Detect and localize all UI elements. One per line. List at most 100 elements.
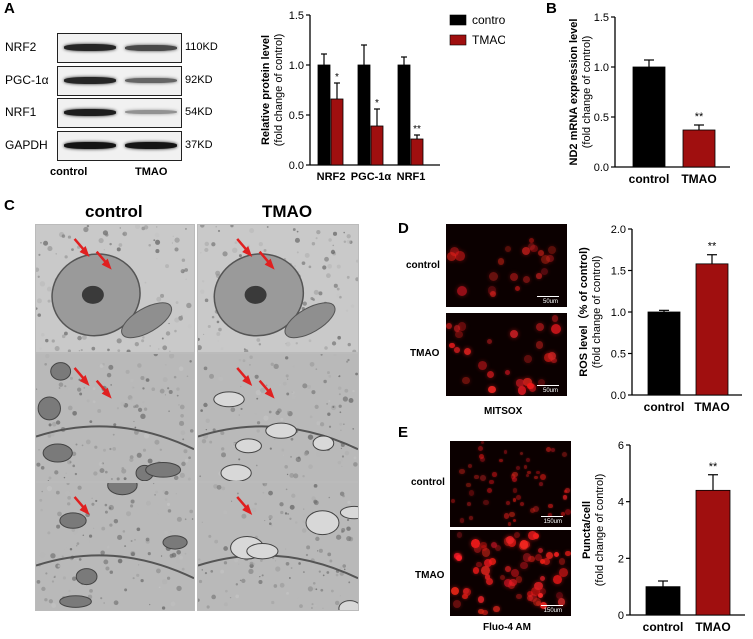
- cell-spot: [553, 551, 560, 558]
- cell-spot: [459, 468, 465, 475]
- cell-spot: [520, 561, 528, 570]
- cell-spot: [537, 547, 544, 554]
- y-tick-label: 0.0: [611, 390, 626, 402]
- cell-spot: [552, 315, 559, 322]
- cell-spot: [528, 555, 536, 563]
- cell-spot: [505, 369, 511, 375]
- cell-spot: [479, 457, 485, 463]
- y-tick-label: 2: [618, 553, 624, 565]
- cell-spot: [545, 446, 552, 453]
- kd-label-1: 92KD: [185, 74, 213, 86]
- cell-spot: [489, 479, 494, 485]
- cell-spot: [505, 536, 514, 545]
- cell-spot: [493, 605, 500, 613]
- cell-spot: [455, 250, 465, 261]
- bar-control: [647, 311, 681, 396]
- cell-spot: [528, 243, 536, 251]
- cell-spot: [530, 245, 538, 253]
- scale-bar: [537, 385, 559, 386]
- kd-label-2: 54KD: [185, 106, 213, 118]
- cell-spot: [488, 386, 496, 394]
- scale-bar: [537, 296, 559, 297]
- cell-spot: [528, 384, 537, 393]
- bar-control-1: [357, 64, 371, 166]
- y-axis-label-2: (fold change of control): [594, 474, 606, 587]
- blot-band-tmao-2: [125, 110, 177, 114]
- cell-spot: [542, 557, 551, 566]
- cell-spot: [462, 593, 469, 600]
- sig-marker: **: [708, 241, 717, 253]
- legend-swatch-tmao: [449, 34, 467, 46]
- cell-spot: [477, 596, 485, 603]
- kd-label-0: 110KD: [185, 41, 218, 53]
- cell-spot: [559, 568, 569, 578]
- cell-spot: [453, 599, 462, 608]
- cell-spot: [557, 598, 566, 606]
- bar-tmao: [682, 129, 716, 168]
- cell-spot: [512, 477, 517, 482]
- blot-strip-1: [57, 66, 182, 96]
- cell-spot: [537, 592, 544, 599]
- cell-spot: [483, 499, 489, 506]
- cell-spot: [462, 376, 470, 385]
- cell-spot: [505, 501, 510, 506]
- cell-spot: [478, 453, 484, 459]
- panel-letter-a: A: [4, 0, 15, 17]
- x-tick-label: NRF2: [317, 171, 346, 183]
- cell-spot: [484, 573, 491, 580]
- blot-strip-0: [57, 33, 182, 63]
- cell-spot: [499, 575, 505, 581]
- y-tick-label: 1.5: [611, 266, 626, 278]
- bar-tmao: [695, 263, 729, 396]
- legend-label-tmao: TMAO: [472, 33, 505, 47]
- cell-spot: [521, 246, 530, 255]
- bar-tmao-2: [410, 138, 424, 166]
- lane-label-control: control: [50, 166, 88, 178]
- cell-spot: [492, 472, 497, 477]
- y-axis-label: ROS level（% of control): [577, 247, 590, 377]
- cell-spot: [486, 577, 494, 585]
- cell-spot: [450, 247, 460, 257]
- cell-spot: [509, 511, 515, 518]
- cell-spot: [533, 598, 541, 606]
- cell-spot: [474, 475, 479, 480]
- y-tick-label: 2.0: [611, 224, 626, 236]
- col-label-control: control: [85, 202, 143, 221]
- tem-image-r1-tmao: [197, 353, 359, 482]
- cell-spot: [481, 548, 491, 557]
- cell-spot: [460, 518, 465, 523]
- cell-spot: [523, 355, 532, 364]
- cell-spot: [513, 532, 520, 539]
- mitosox-control-image: 50um: [446, 224, 567, 307]
- cell-spot: [515, 576, 523, 583]
- cell-spot: [497, 258, 505, 265]
- cell-spot: [468, 490, 475, 496]
- cell-spot: [453, 325, 461, 332]
- blot-band-control-2: [64, 109, 116, 116]
- x-tick-label: NRF1: [397, 171, 426, 183]
- cell-spot: [551, 324, 562, 335]
- sig-marker: **: [695, 111, 704, 123]
- y-tick-label: 1.5: [289, 10, 304, 22]
- cell-spot: [478, 608, 485, 615]
- tem-image-r2-control: [35, 482, 195, 611]
- cell-spot: [482, 610, 488, 616]
- cell-spot: [487, 286, 497, 295]
- cell-spot: [528, 593, 537, 602]
- cell-spot: [516, 466, 521, 471]
- cell-spot: [463, 347, 472, 356]
- cell-spot: [535, 553, 543, 561]
- cell-spot: [519, 502, 525, 507]
- x-tick-label-control: control: [629, 172, 670, 186]
- cell-spot: [477, 361, 487, 371]
- cell-spot: [565, 550, 571, 557]
- blot-label-3: GAPDH: [5, 138, 48, 152]
- scale-bar-label: 150um: [543, 519, 562, 525]
- panel-letter-b: B: [546, 0, 557, 17]
- cell-spot: [516, 594, 522, 600]
- cell-spot: [488, 558, 496, 566]
- cell-spot: [528, 531, 537, 540]
- x-tick-label-control: control: [644, 400, 685, 414]
- bar-control: [632, 66, 666, 168]
- cell-spot: [481, 545, 487, 552]
